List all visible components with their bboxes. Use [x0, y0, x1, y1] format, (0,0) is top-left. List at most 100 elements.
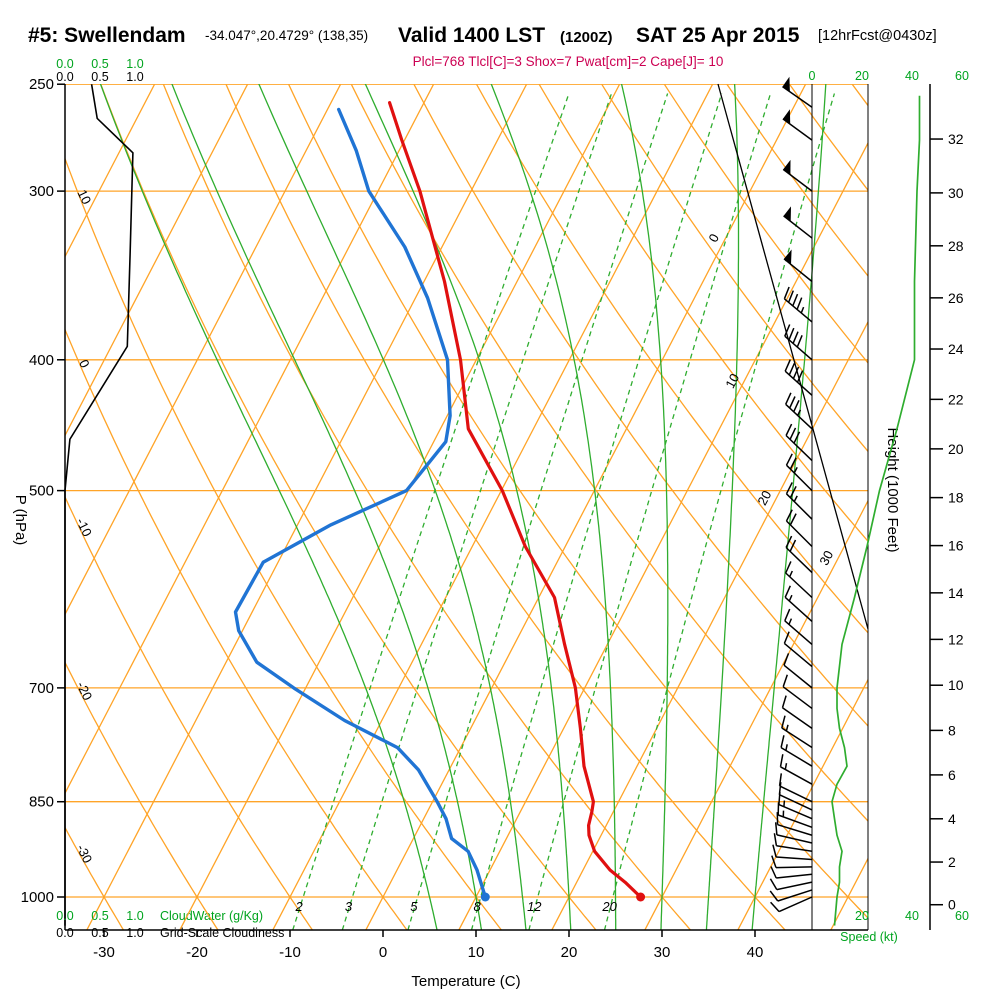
mixing-ratio-line: [603, 93, 836, 930]
wind-barb: [779, 754, 813, 785]
cloudiness-curve: [64, 84, 134, 926]
barb-staff: [777, 889, 813, 902]
wind-barb: [784, 324, 813, 361]
dry-adiabat-line: [350, 84, 868, 822]
barb-half: [793, 495, 798, 502]
mixing-ratio-line: [407, 93, 669, 930]
cloudwater-scale-top-label: 0.5: [91, 57, 108, 71]
cloudwater-scale-bottom-label: 0.0: [56, 909, 73, 923]
dry-adiabat-line: [601, 84, 868, 453]
surface-dewpoint-dot: [480, 892, 490, 902]
barb-full: [789, 457, 797, 470]
speed-axis-title: Speed (kt): [840, 930, 898, 944]
cloudwater-scale-top-label: 0.0: [56, 57, 73, 71]
barb-full: [796, 370, 804, 383]
barb-staff: [785, 434, 813, 462]
cloudiness-scale-top-label: 0.5: [91, 70, 108, 84]
wind-barb: [784, 585, 813, 622]
barb-full: [785, 482, 793, 495]
dry-adiabat-label: 0: [76, 357, 93, 370]
x-axis-title-temperature: Temperature (C): [411, 973, 520, 990]
barb-full: [789, 427, 797, 440]
reference-lines: [64, 83, 931, 931]
forecast-note: [12hrFcst@0430z]: [818, 28, 937, 44]
wind-barb: [780, 735, 813, 767]
barb-full: [782, 674, 789, 688]
barb-full: [772, 844, 777, 858]
barb-staff: [776, 856, 813, 861]
wind-barb: [777, 802, 813, 829]
temperature-tick-label: -20: [186, 944, 208, 961]
isotherm-line: [458, 141, 868, 930]
barb-full: [784, 359, 791, 372]
mixing-ratio-line: [341, 93, 613, 930]
height-tick-label: 18: [948, 490, 964, 506]
barb-full: [780, 735, 785, 748]
barb-pennant: [783, 159, 791, 175]
barb-full: [787, 290, 794, 303]
cloudwater-scale-bottom-label: 0.5: [91, 909, 108, 923]
barb-full: [796, 297, 803, 310]
barb-full: [770, 866, 777, 879]
barb-half: [783, 800, 786, 807]
barb-staff: [780, 766, 813, 785]
dry-adiabat-line: [225, 84, 786, 930]
barb-half: [800, 306, 805, 314]
mixing-ratio-label: 2: [295, 899, 304, 914]
dry-adiabat-label: -10: [73, 515, 95, 538]
y-axis-title-pressure: P (hPa): [12, 495, 29, 546]
wind-barb: [783, 206, 813, 239]
mixing-ratio-line: [470, 93, 723, 930]
barb-staff: [781, 727, 813, 749]
barb-half: [789, 570, 793, 578]
cloudiness-scale-bottom-label: 0.5: [91, 926, 108, 940]
barb-full: [773, 833, 778, 846]
barb-full: [785, 453, 793, 466]
isotherm-label: 10: [722, 371, 742, 391]
mixing-ratio-line: [292, 93, 570, 930]
wind-barb: [773, 833, 813, 853]
barb-staff: [785, 546, 813, 574]
barb-half: [797, 409, 802, 416]
wind-barb: [769, 889, 813, 902]
speed-scale-top-label: 60: [955, 69, 969, 83]
isotherm-label: 0: [705, 231, 722, 244]
barb-full: [796, 335, 803, 348]
temperature-tick-label: -10: [279, 944, 301, 961]
barb-half: [785, 724, 789, 732]
isotherm-line: [644, 499, 868, 930]
barb-staff: [783, 215, 813, 239]
boundary-diagonal-line: [717, 83, 869, 630]
barb-staff: [777, 814, 813, 829]
wind-barb: [774, 822, 813, 844]
moist-adiabat-line: [258, 84, 527, 930]
wind-barb: [784, 359, 813, 396]
speed-scale-bottom-label: 60: [955, 909, 969, 923]
speed-scale-top-label: 40: [905, 69, 919, 83]
pressure-tick-label: 850: [29, 794, 54, 811]
height-tick-label: 28: [948, 238, 964, 254]
cloudiness-scale-top-label: 0.0: [56, 70, 73, 84]
dry-adiabat-line: [65, 156, 503, 930]
height-tick-label: 6: [948, 767, 956, 783]
wind-barb: [785, 423, 813, 462]
barb-full: [785, 423, 793, 436]
wind-barb: [783, 653, 813, 689]
barb-pennant: [782, 109, 791, 125]
moist-adiabat-line: [490, 84, 617, 930]
isotherm-label: 30: [816, 548, 836, 568]
barb-staff: [782, 686, 813, 710]
pressure-tick-label: 250: [29, 76, 54, 93]
wind-barb: [782, 109, 813, 141]
barb-full: [769, 878, 778, 890]
sounding-profiles: [233, 101, 643, 899]
barb-full: [789, 396, 796, 409]
barb-full: [793, 431, 801, 444]
isotherm-label: 20: [754, 488, 774, 508]
pressure-tick-label: 700: [29, 680, 54, 697]
moist-adiabat-line: [705, 84, 740, 930]
speed-scale-bottom-label: 40: [905, 909, 919, 923]
wind-barb: [785, 392, 813, 430]
barb-staff: [782, 118, 813, 141]
